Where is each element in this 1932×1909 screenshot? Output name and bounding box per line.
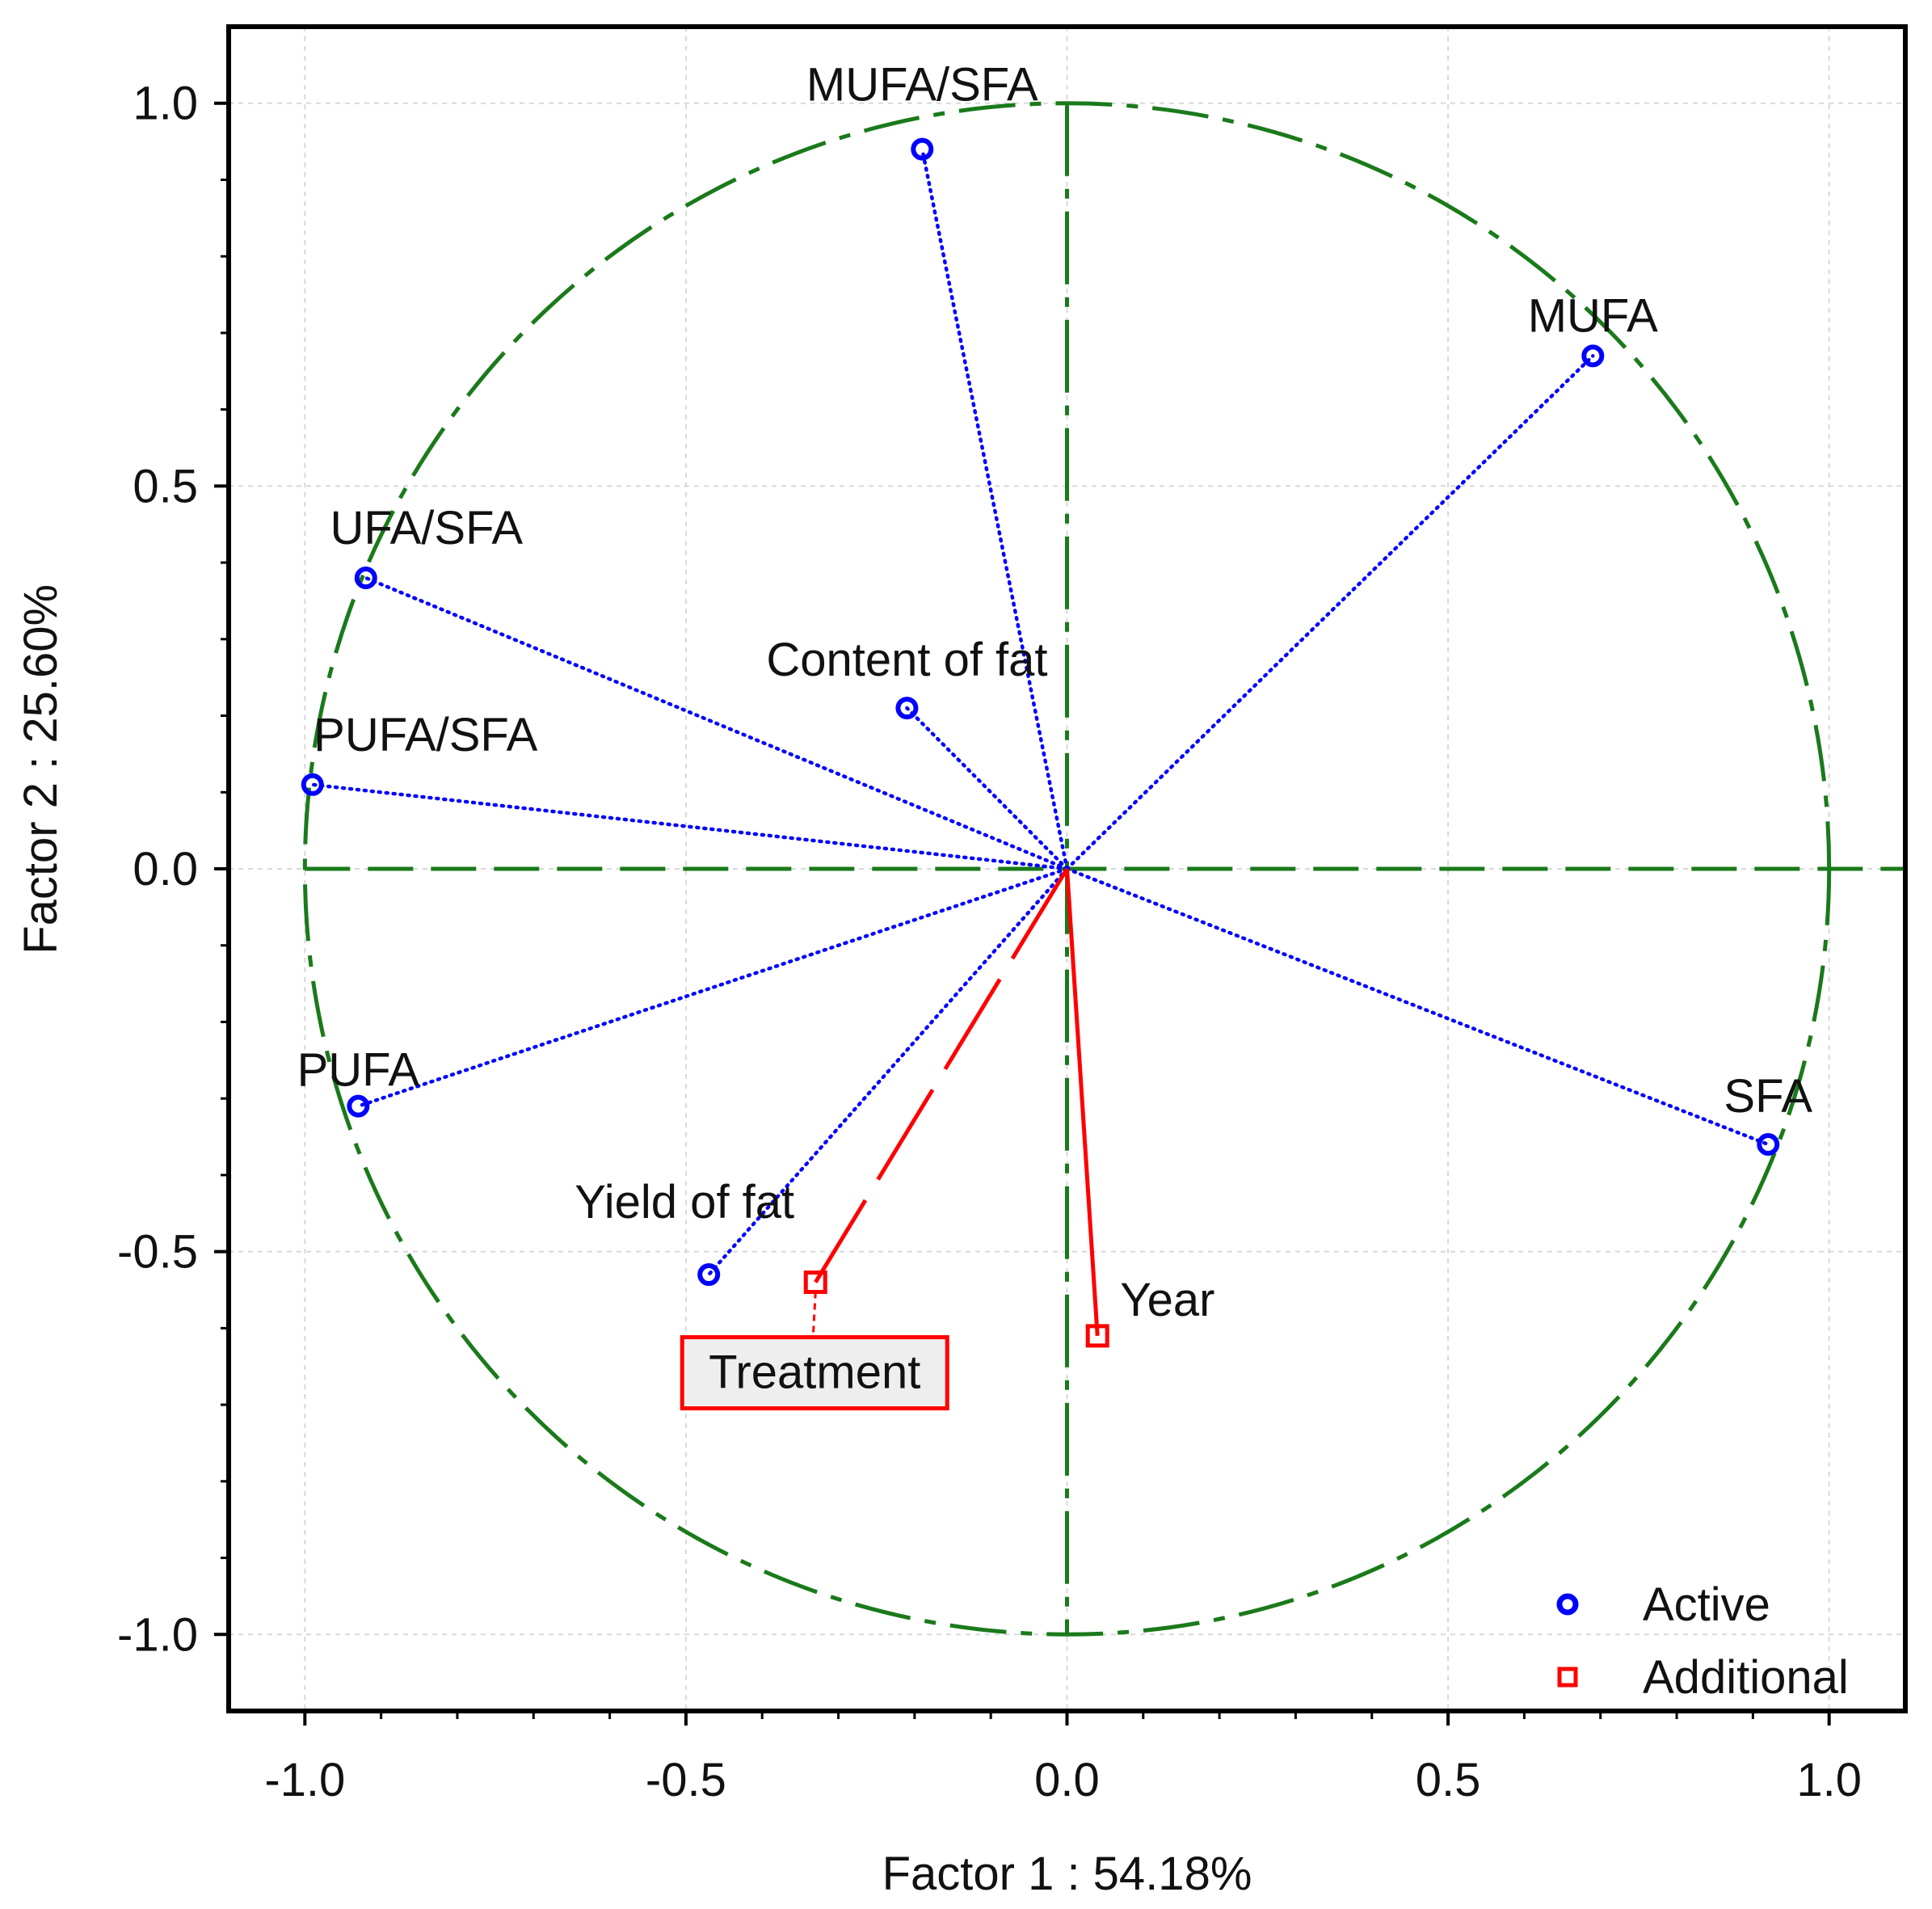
point-pufa-sfa bbox=[301, 773, 324, 796]
label-ufa-sfa: UFA/SFA bbox=[330, 502, 524, 554]
y-axis-title: Factor 2 : 25.60% bbox=[15, 584, 67, 954]
point-pufa bbox=[347, 1094, 370, 1118]
point-mufa bbox=[1581, 344, 1605, 368]
x-tick-label-3: 0.5 bbox=[1416, 1754, 1481, 1806]
legend-active-label: Active bbox=[1643, 1578, 1770, 1631]
point-sfa bbox=[1757, 1133, 1780, 1157]
label-pufa: PUFA bbox=[297, 1044, 420, 1097]
y-tick-label-4: 1.0 bbox=[133, 78, 198, 130]
y-tick-label-1: -0.5 bbox=[117, 1226, 198, 1279]
y-tick-label-2: 0.0 bbox=[133, 843, 198, 896]
vector-sfa bbox=[1065, 866, 1770, 1147]
vector-ufa-sfa bbox=[364, 575, 1069, 871]
unit-circle-path bbox=[302, 101, 1832, 1637]
label-content-of-fat: Content of fat bbox=[766, 634, 1047, 686]
y-tick-label-0: -1.0 bbox=[117, 1608, 198, 1661]
label-year: Year bbox=[1120, 1274, 1214, 1326]
label-sfa: SFA bbox=[1724, 1070, 1812, 1123]
point-year bbox=[1085, 1324, 1109, 1348]
vector-yield-of-fat bbox=[706, 866, 1069, 1277]
tick-labels: -1.0 -0.5 0.0 0.5 1.0 -1.0 -0.5 0.0 0.5 1.0 bbox=[117, 78, 1862, 1806]
callout-box-treatment bbox=[680, 1335, 949, 1411]
callout-leader-treatment bbox=[811, 1292, 817, 1338]
y-tick-label-3: 0.5 bbox=[133, 460, 198, 512]
point-mufa-sfa bbox=[911, 137, 934, 161]
vector-mufa-sfa bbox=[920, 147, 1069, 871]
legend-active-marker bbox=[1556, 1593, 1579, 1616]
center-axes bbox=[305, 103, 1905, 1635]
x-tick-label-2: 0.0 bbox=[1034, 1754, 1100, 1806]
vector-content-of-fat bbox=[905, 706, 1069, 871]
vector-mufa bbox=[1065, 354, 1595, 871]
x-axis-title: Factor 1 : 54.18% bbox=[882, 1848, 1252, 1900]
label-mufa: MUFA bbox=[1528, 289, 1658, 342]
vector-pufa bbox=[356, 866, 1069, 1108]
legend: Active Additional bbox=[1556, 1578, 1849, 1704]
x-tick-label-0: -1.0 bbox=[264, 1754, 345, 1806]
point-ufa-sfa bbox=[354, 567, 377, 590]
x-tick-label-1: -0.5 bbox=[646, 1754, 726, 1806]
point-content-of-fat bbox=[895, 697, 919, 720]
label-mufa-sfa: MUFA/SFA bbox=[806, 59, 1038, 112]
loading-vectors bbox=[310, 147, 1770, 1336]
unit-circle bbox=[302, 101, 1832, 1637]
vector-year bbox=[1065, 868, 1100, 1336]
point-labels: MUFA/SFA MUFA UFA/SFA Content of fat PUFA/SF… bbox=[297, 59, 1812, 1411]
label-yield-of-fat: Yield of fat bbox=[575, 1176, 794, 1228]
label-pufa-sfa: PUFA/SFA bbox=[314, 709, 538, 761]
legend-additional-label: Additional bbox=[1643, 1651, 1849, 1704]
x-tick-label-4: 1.0 bbox=[1796, 1754, 1862, 1806]
vector-treatment bbox=[814, 867, 1069, 1283]
vector-pufa-sfa bbox=[310, 782, 1069, 871]
point-yield-of-fat bbox=[697, 1263, 721, 1287]
legend-additional-marker bbox=[1557, 1667, 1578, 1688]
label-treatment: Treatment bbox=[709, 1346, 920, 1399]
loading-markers bbox=[301, 137, 1780, 1348]
